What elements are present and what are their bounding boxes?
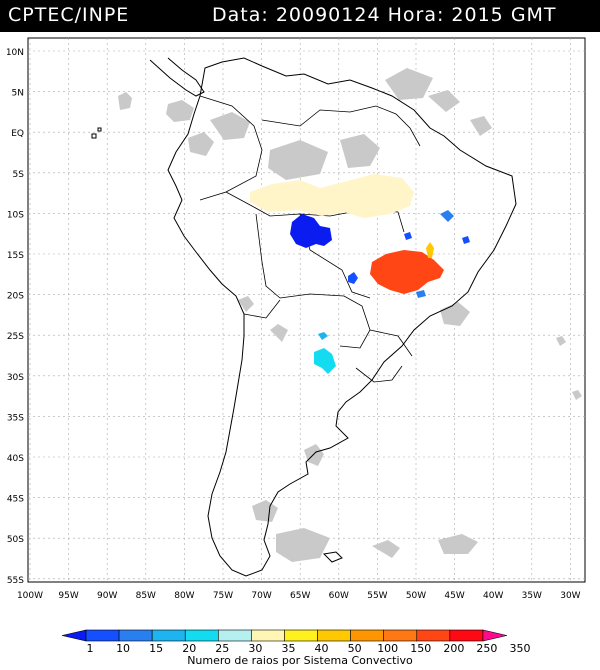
- legend-swatch: [85, 629, 120, 642]
- legend-threshold-label: 250: [476, 642, 497, 655]
- legend-swatch: [317, 629, 351, 642]
- lat-tick-label: 35S: [7, 413, 24, 423]
- lon-tick-label: 80W: [174, 591, 194, 601]
- lon-tick-label: 75W: [213, 591, 233, 601]
- lat-tick-label: 10N: [6, 48, 24, 58]
- central-america-outline: [149, 57, 205, 97]
- system-brazil-blue-3: [404, 232, 412, 240]
- gridlines: [28, 38, 585, 582]
- convective-systems: [250, 174, 470, 374]
- lat-tick-label: EQ: [11, 129, 24, 139]
- legend-threshold-label: 100: [377, 642, 398, 655]
- legend-threshold-label: 50: [348, 642, 362, 655]
- country-borders: [199, 95, 421, 383]
- lon-tick-label: 85W: [136, 591, 156, 601]
- legend-swatch: [383, 629, 418, 642]
- lon-tick-label: 90W: [97, 591, 117, 601]
- legend-colorbar: [61, 629, 507, 642]
- legend-swatch: [118, 629, 153, 642]
- legend-swatch: [350, 629, 384, 642]
- legend-arrow-left: [61, 629, 87, 642]
- lon-tick-label: 45W: [444, 591, 464, 601]
- lon-tick-label: 55W: [367, 591, 387, 601]
- source-label: CPTEC/INPE: [8, 4, 130, 26]
- lat-tick-label: 5S: [13, 170, 25, 180]
- legend-threshold-label: 40: [315, 642, 329, 655]
- legend-swatch: [251, 629, 285, 642]
- legend-threshold-label: 15: [149, 642, 163, 655]
- legend-swatch: [218, 629, 252, 642]
- lon-tick-label: 70W: [251, 591, 271, 601]
- lat-tick-label: 10S: [7, 210, 24, 220]
- legend-threshold-label: 30: [248, 642, 262, 655]
- date-label: Data:: [212, 4, 269, 26]
- lat-tick-label: 55S: [7, 576, 24, 586]
- lon-tick-label: 50W: [406, 591, 426, 601]
- cloud-cover: [118, 68, 582, 562]
- date-value: 20090124: [275, 4, 381, 26]
- system-paraguay-cyan: [314, 348, 336, 374]
- title-bar: CPTEC/INPE Data: 20090124 Hora: 2015 GMT: [0, 0, 600, 32]
- lon-tick-label: 100W: [17, 591, 43, 601]
- legend-arrow-right: [482, 629, 507, 642]
- system-paraguay-cyan-2: [318, 332, 328, 340]
- time-value: 2015 GMT: [451, 4, 557, 26]
- longitude-labels: 100W 95W 90W 85W 80W 75W 70W 65W 60W 55W 50W 45W 40W…: [17, 591, 581, 601]
- lat-tick-label: 5N: [12, 89, 24, 99]
- lat-tick-label: 20S: [7, 292, 24, 302]
- system-brazil-blue-5: [416, 290, 426, 298]
- lon-tick-label: 60W: [329, 591, 349, 601]
- system-brazil-orange: [370, 250, 444, 294]
- legend-swatch: [184, 629, 219, 642]
- lat-tick-label: 30S: [7, 373, 24, 383]
- south-america-outline: [167, 57, 517, 577]
- map-frame: [27, 37, 586, 583]
- lightning-map: 10N5NEQ5S10S15S20S25S30S35S40S45S50S55S …: [6, 37, 586, 655]
- legend-swatch: [449, 629, 484, 642]
- lat-tick-label: 50S: [7, 535, 24, 545]
- legend-swatch: [416, 629, 451, 642]
- lon-tick-label: 30W: [560, 591, 580, 601]
- legend-threshold-label: 35: [281, 642, 295, 655]
- system-brazil-blue-1: [348, 272, 358, 284]
- system-brazil-blue-2: [440, 210, 454, 222]
- lon-tick-label: 65W: [290, 591, 310, 601]
- date-time-label: Data: 20090124 Hora: 2015 GMT: [212, 4, 557, 26]
- legend-threshold-label: 10: [116, 642, 130, 655]
- legend-threshold-label: 150: [410, 642, 431, 655]
- lat-tick-label: 15S: [7, 251, 24, 261]
- legend-swatch: [284, 629, 318, 642]
- system-bolivia-blue: [290, 214, 332, 248]
- legend-tick-labels: 1 10 15 20 25 30 35 40 50 100 150 200 250 350: [87, 642, 531, 655]
- time-label: Hora:: [387, 4, 445, 26]
- legend-threshold-label: 350: [510, 642, 531, 655]
- lat-tick-label: 40S: [7, 454, 24, 464]
- lon-tick-label: 35W: [522, 591, 542, 601]
- lon-tick-label: 40W: [483, 591, 503, 601]
- lon-tick-label: 95W: [58, 591, 78, 601]
- system-peru-pale: [250, 174, 414, 218]
- latitude-labels: 10N 5N EQ 5S 10S 15S 20S 25S 30S 35S 40S 45S 50S 55S: [6, 48, 24, 586]
- legend-threshold-label: 1: [87, 642, 94, 655]
- legend-threshold-label: 25: [215, 642, 229, 655]
- lat-tick-label: 25S: [7, 332, 24, 342]
- legend-threshold-label: 20: [182, 642, 196, 655]
- system-brazil-yellow: [426, 242, 434, 258]
- islands: [91, 127, 343, 563]
- lat-tick-label: 45S: [7, 495, 24, 505]
- legend-title: Numero de raios por Sistema Convectivo: [187, 654, 413, 667]
- system-brazil-blue-4: [462, 236, 470, 244]
- legend-swatch: [151, 629, 186, 642]
- legend-threshold-label: 200: [443, 642, 464, 655]
